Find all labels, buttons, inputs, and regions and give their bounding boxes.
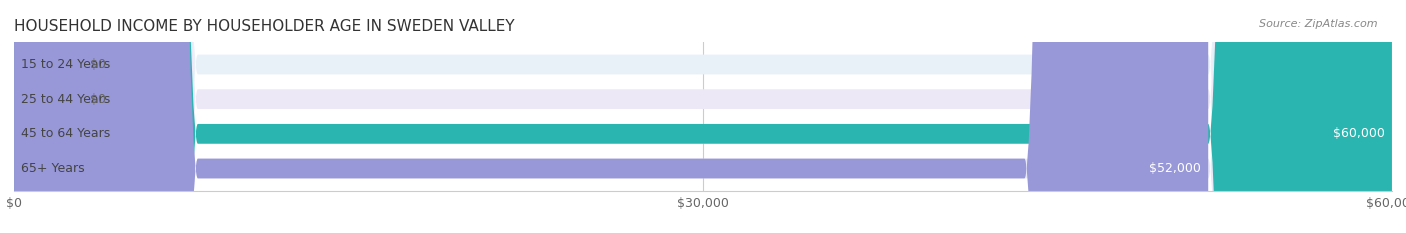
Text: Source: ZipAtlas.com: Source: ZipAtlas.com	[1260, 19, 1378, 29]
Text: 65+ Years: 65+ Years	[21, 162, 84, 175]
FancyBboxPatch shape	[14, 0, 1392, 233]
Text: $0: $0	[90, 93, 105, 106]
Text: 25 to 44 Years: 25 to 44 Years	[21, 93, 110, 106]
FancyBboxPatch shape	[14, 0, 1392, 233]
FancyBboxPatch shape	[0, 0, 83, 233]
FancyBboxPatch shape	[14, 0, 1208, 233]
Text: $0: $0	[90, 58, 105, 71]
Text: $60,000: $60,000	[1333, 127, 1385, 140]
Text: HOUSEHOLD INCOME BY HOUSEHOLDER AGE IN SWEDEN VALLEY: HOUSEHOLD INCOME BY HOUSEHOLDER AGE IN S…	[14, 19, 515, 34]
Text: $52,000: $52,000	[1150, 162, 1201, 175]
FancyBboxPatch shape	[0, 0, 83, 233]
FancyBboxPatch shape	[14, 0, 1392, 233]
FancyBboxPatch shape	[14, 0, 1392, 233]
Text: 45 to 64 Years: 45 to 64 Years	[21, 127, 110, 140]
Text: 15 to 24 Years: 15 to 24 Years	[21, 58, 110, 71]
FancyBboxPatch shape	[14, 0, 1392, 233]
